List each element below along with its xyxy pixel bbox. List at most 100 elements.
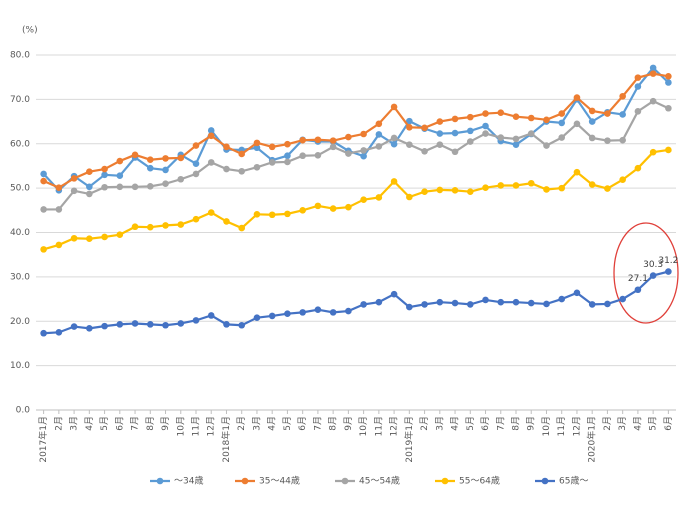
data-point	[558, 184, 566, 192]
legend-marker	[156, 477, 164, 485]
data-point	[512, 135, 520, 143]
y-tick-label: 80.0	[10, 51, 30, 61]
data-point	[466, 301, 474, 308]
x-tick-label: 6月	[114, 416, 125, 431]
data-point	[177, 320, 185, 327]
data-point	[588, 301, 596, 308]
data-point	[177, 154, 185, 162]
data-label: 31.2	[658, 256, 678, 266]
data-point	[406, 303, 413, 311]
data-point	[345, 203, 352, 211]
data-point	[619, 92, 626, 100]
x-tick-label: 11月	[373, 416, 384, 436]
data-point	[466, 127, 474, 135]
y-tick-label: 20.0	[10, 317, 30, 327]
data-point	[207, 127, 215, 134]
data-point	[360, 152, 367, 160]
data-point	[268, 143, 276, 151]
data-point	[345, 307, 352, 315]
data-point	[406, 193, 413, 201]
highlight-ellipse	[613, 222, 679, 324]
x-tick-label: 5月	[282, 416, 293, 431]
data-point	[527, 179, 535, 187]
x-tick-label: 8月	[328, 416, 339, 431]
data-point	[116, 183, 124, 191]
data-point	[55, 184, 63, 191]
x-tick-label: 8月	[511, 416, 522, 431]
y-tick-label: 10.0	[10, 361, 30, 371]
data-point	[345, 133, 352, 141]
data-point	[604, 137, 611, 144]
data-point	[177, 175, 185, 183]
x-tick-label: 2020年1月	[586, 416, 598, 463]
legend-item: 55～64歳	[435, 475, 500, 487]
x-tick-label: 3月	[617, 416, 628, 431]
data-point	[146, 223, 154, 231]
legend-marker	[341, 477, 349, 485]
x-tick-label: 7月	[495, 416, 506, 431]
data-point	[268, 159, 276, 166]
x-tick-label: 10月	[358, 416, 369, 436]
data-point	[314, 151, 322, 159]
y-tick-label: 60.0	[10, 139, 30, 149]
data-point	[665, 268, 672, 275]
data-point	[284, 210, 291, 218]
x-tick-label: 4月	[632, 416, 643, 431]
data-point	[238, 321, 246, 329]
data-point	[360, 301, 367, 308]
data-point	[192, 142, 200, 149]
x-tick-label: 5月	[648, 416, 659, 431]
data-point	[436, 186, 444, 194]
data-point	[482, 122, 489, 130]
legend-item: 45～54歳	[335, 475, 400, 487]
data-point	[375, 298, 383, 306]
x-tick-label: 12月	[571, 416, 582, 436]
x-tick-label: 9月	[343, 416, 354, 431]
data-point	[649, 70, 657, 77]
data-point	[253, 139, 261, 147]
data-point	[131, 223, 139, 231]
legend-label: 65歳～	[559, 475, 588, 487]
legend-label: 35～44歳	[259, 475, 300, 487]
data-point	[86, 190, 93, 198]
data-point	[497, 182, 505, 189]
legend-item: 35～44歳	[235, 475, 300, 487]
x-tick-label: 2月	[419, 416, 430, 431]
data-point	[329, 137, 337, 144]
y-tick-label: 0.0	[16, 406, 31, 416]
data-point	[162, 155, 169, 162]
x-tick-label: 6月	[297, 416, 308, 431]
x-tick-label: 2月	[602, 416, 613, 431]
x-tick-label: 10月	[175, 416, 186, 436]
data-point	[604, 300, 611, 308]
x-tick-label: 6月	[663, 416, 674, 431]
data-point	[543, 116, 550, 124]
data-point	[192, 215, 200, 223]
data-point	[116, 172, 124, 179]
data-point	[146, 164, 154, 172]
data-point	[192, 317, 200, 324]
data-point	[482, 130, 489, 137]
data-point	[527, 299, 535, 307]
data-point	[146, 156, 154, 164]
data-point	[558, 119, 566, 127]
data-point	[573, 120, 581, 128]
data-point	[436, 298, 444, 306]
data-point	[70, 234, 78, 242]
data-point	[421, 188, 428, 195]
legend-label: ～34歳	[174, 475, 203, 487]
data-point	[162, 321, 169, 329]
data-point	[146, 183, 154, 190]
data-point	[268, 312, 276, 320]
data-point	[406, 124, 413, 131]
data-point	[421, 301, 428, 308]
x-tick-label: 2月	[236, 416, 247, 431]
data-point	[375, 194, 383, 201]
data-point	[390, 290, 398, 298]
data-point	[207, 209, 215, 216]
data-point	[512, 182, 520, 189]
data-point	[253, 314, 261, 322]
data-point	[40, 206, 47, 213]
data-point	[223, 143, 230, 151]
data-point	[162, 180, 169, 187]
